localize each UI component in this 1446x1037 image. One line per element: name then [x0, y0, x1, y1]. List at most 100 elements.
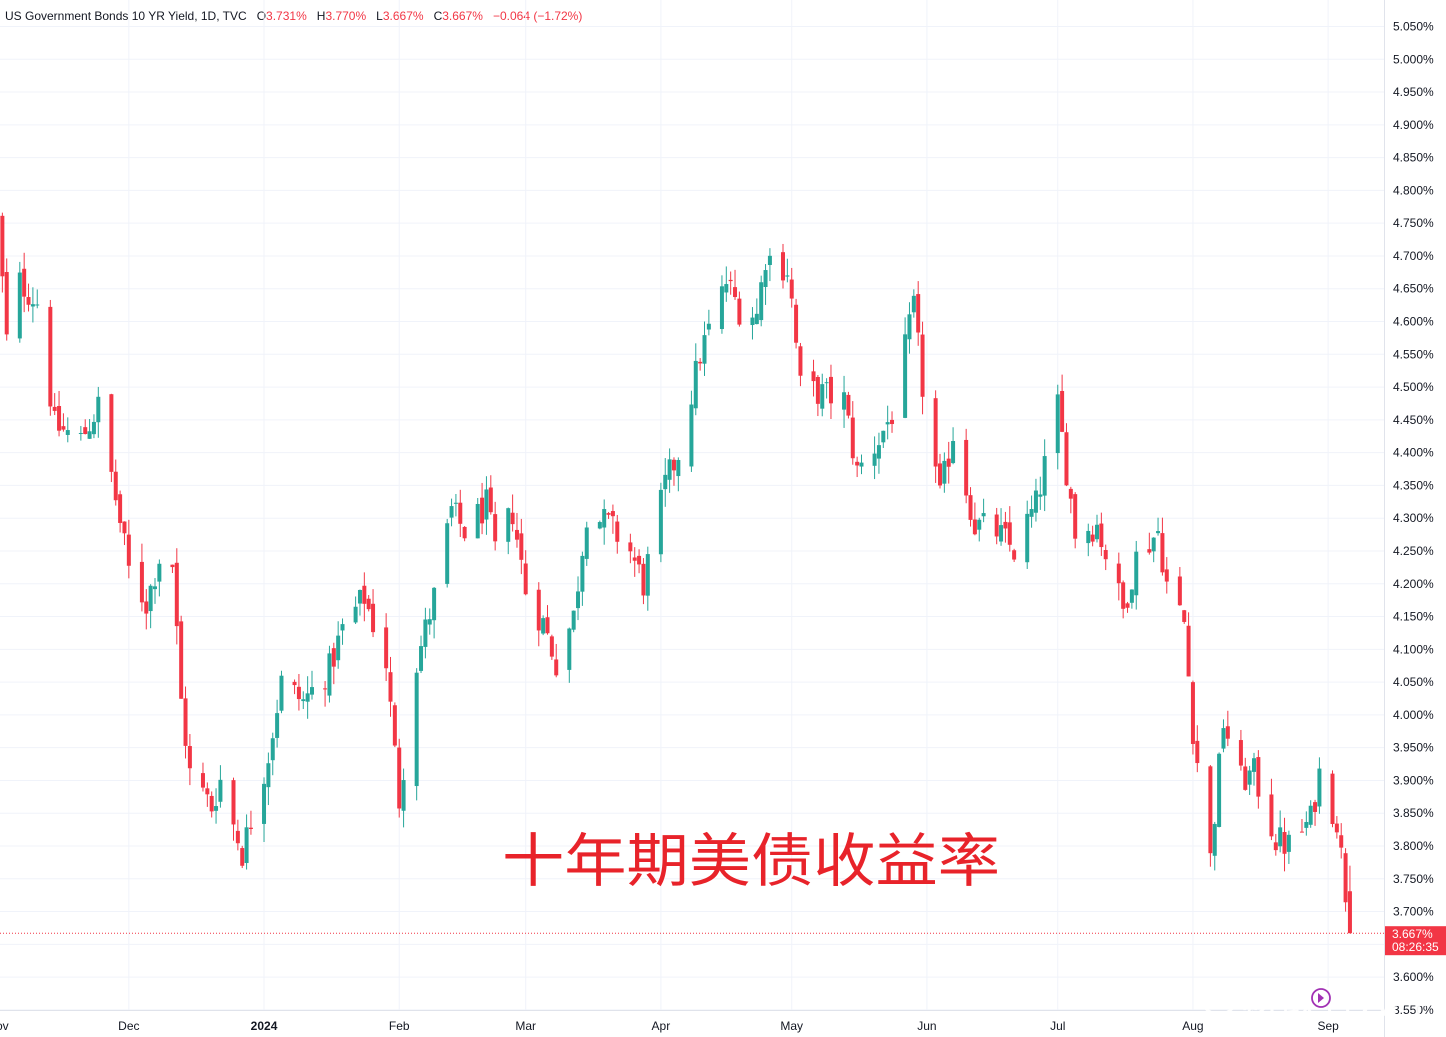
candle[interactable] [890, 411, 895, 433]
candle[interactable] [724, 266, 729, 302]
candle[interactable] [1247, 765, 1252, 795]
candle[interactable] [205, 782, 210, 807]
candle[interactable] [615, 514, 620, 554]
candle[interactable] [1217, 752, 1222, 828]
candle[interactable] [645, 546, 650, 611]
candle[interactable] [981, 498, 986, 523]
candle[interactable] [1330, 770, 1335, 828]
candle[interactable] [296, 674, 301, 711]
candle[interactable] [1073, 492, 1078, 549]
candle[interactable] [78, 425, 83, 441]
candle[interactable] [541, 615, 546, 636]
candle[interactable] [576, 576, 581, 621]
candle[interactable] [1042, 439, 1047, 512]
candle[interactable] [1212, 821, 1217, 871]
candle[interactable] [1256, 750, 1261, 809]
candle[interactable] [1313, 799, 1318, 826]
candle[interactable] [248, 810, 253, 835]
candle[interactable] [637, 549, 642, 574]
candle[interactable] [0, 212, 5, 293]
candle[interactable] [432, 587, 437, 639]
candle[interactable] [87, 419, 92, 439]
candle[interactable] [279, 670, 284, 714]
candle[interactable] [885, 405, 890, 440]
candle[interactable] [820, 373, 825, 417]
candle[interactable] [876, 432, 881, 474]
candle[interactable] [999, 508, 1004, 546]
candle[interactable] [488, 475, 493, 515]
candle[interactable] [1094, 514, 1099, 543]
candle[interactable] [200, 762, 205, 792]
candle[interactable] [1086, 523, 1091, 557]
candle[interactable] [1068, 486, 1073, 514]
candle[interactable] [83, 419, 88, 435]
candle[interactable] [48, 299, 53, 416]
candle[interactable] [371, 589, 376, 638]
candle[interactable] [336, 621, 341, 669]
candle[interactable] [632, 547, 637, 577]
candle[interactable] [1121, 580, 1126, 619]
candle[interactable] [327, 645, 332, 703]
candle[interactable] [1186, 612, 1191, 677]
candle[interactable] [366, 595, 371, 612]
candle[interactable] [57, 390, 62, 437]
candle[interactable] [1129, 589, 1134, 609]
candle[interactable] [323, 681, 328, 707]
candle[interactable] [794, 298, 799, 349]
candle[interactable] [667, 448, 672, 493]
candle[interactable] [1339, 823, 1344, 859]
candle[interactable] [4, 258, 9, 341]
candle[interactable] [244, 814, 249, 870]
candle[interactable] [139, 543, 144, 612]
candle[interactable] [462, 526, 467, 542]
candle[interactable] [1099, 512, 1104, 556]
candle[interactable] [449, 498, 454, 527]
candle[interactable] [309, 670, 314, 700]
candle[interactable] [419, 635, 424, 674]
candle[interactable] [763, 264, 768, 305]
candle[interactable] [554, 643, 559, 678]
candle[interactable] [1304, 811, 1309, 836]
candle[interactable] [445, 518, 450, 588]
candle[interactable] [1012, 548, 1017, 563]
candle[interactable] [1299, 819, 1304, 833]
candle[interactable] [17, 261, 22, 343]
candle[interactable] [397, 738, 402, 818]
candle[interactable] [1251, 752, 1256, 786]
candle[interactable] [174, 548, 179, 645]
candle[interactable] [1343, 848, 1348, 912]
candle[interactable] [911, 289, 916, 318]
candle[interactable] [1278, 810, 1283, 853]
candle[interactable] [235, 819, 240, 851]
candle[interactable] [733, 269, 738, 300]
candle[interactable] [91, 414, 96, 439]
candle[interactable] [942, 452, 947, 493]
candle[interactable] [968, 487, 973, 527]
candle[interactable] [1029, 495, 1034, 528]
candle[interactable] [1007, 506, 1012, 552]
candle[interactable] [179, 615, 184, 699]
candle[interactable] [785, 258, 790, 283]
candle[interactable] [641, 558, 646, 605]
candle[interactable] [933, 390, 938, 483]
candle[interactable] [187, 734, 192, 786]
candle[interactable] [676, 457, 681, 492]
candle[interactable] [1164, 557, 1169, 594]
candle[interactable] [828, 364, 833, 420]
candle[interactable] [754, 298, 759, 325]
candle[interactable] [270, 732, 275, 776]
candle[interactable] [401, 768, 406, 828]
candle[interactable] [1134, 540, 1139, 610]
candle[interactable] [331, 642, 336, 685]
candle[interactable] [610, 504, 615, 534]
candle[interactable] [824, 378, 829, 399]
candle[interactable] [972, 502, 977, 536]
candle[interactable] [423, 607, 428, 659]
candle[interactable] [811, 359, 816, 397]
candle[interactable] [126, 519, 131, 579]
candle[interactable] [1116, 552, 1121, 601]
candle[interactable] [1090, 525, 1095, 547]
candle[interactable] [702, 321, 707, 376]
candle[interactable] [916, 281, 921, 346]
